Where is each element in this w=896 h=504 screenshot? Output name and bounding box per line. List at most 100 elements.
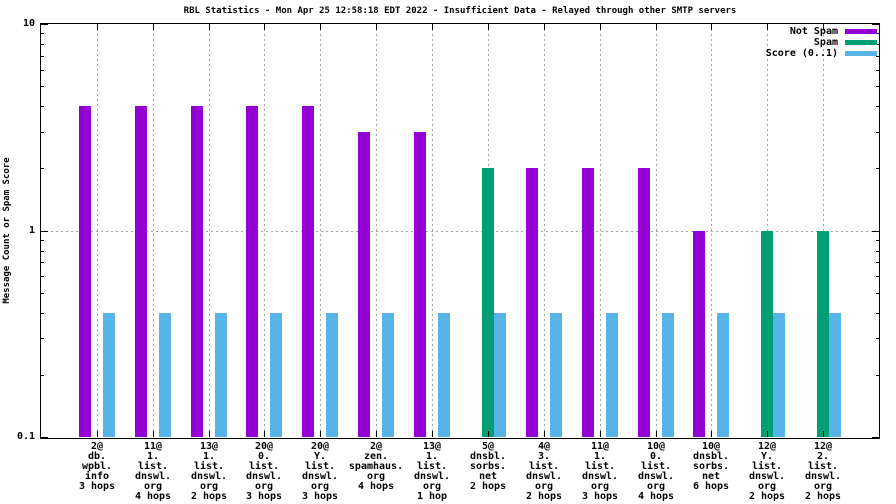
y-tick	[876, 86, 879, 87]
bar-spam	[817, 231, 829, 437]
y-tick	[41, 44, 44, 45]
bar-score-0-1	[326, 313, 338, 437]
y-tick	[872, 231, 879, 232]
bar-not-spam	[582, 168, 594, 437]
y-tick	[41, 56, 44, 57]
bar-not-spam	[526, 168, 538, 437]
legend-label: Score (0..1)	[765, 48, 838, 59]
y-tick	[41, 168, 44, 169]
x-tick	[432, 431, 433, 437]
category-label: 10@ dnsbl. sorbs. net 6 hops	[692, 441, 730, 492]
bar-score-0-1	[270, 313, 282, 437]
bar-not-spam	[414, 132, 426, 437]
y-tick	[876, 276, 879, 277]
chart-title: RBL Statistics - Mon Apr 25 12:58:18 EDT…	[183, 6, 737, 16]
h-gridline	[41, 231, 879, 232]
v-gridline	[209, 24, 210, 437]
x-tick	[711, 24, 712, 30]
y-tick	[41, 313, 44, 314]
y-tick	[41, 33, 44, 34]
x-tick	[767, 24, 768, 30]
v-gridline	[153, 24, 154, 437]
v-gridline	[711, 24, 712, 437]
y-tick	[876, 70, 879, 71]
x-tick	[711, 431, 712, 437]
x-tick	[376, 431, 377, 437]
y-tick	[41, 106, 44, 107]
y-tick	[872, 437, 879, 438]
x-tick	[823, 24, 824, 30]
y-tick	[876, 338, 879, 339]
y-tick	[876, 106, 879, 107]
y-tick	[876, 262, 879, 263]
bar-score-0-1	[438, 313, 450, 437]
v-gridline	[600, 24, 601, 437]
bar-score-0-1	[662, 313, 674, 437]
category-label: 12@ Y. list. dnswl. org 2 hops	[748, 441, 786, 502]
x-tick	[153, 431, 154, 437]
bar-not-spam	[135, 106, 147, 437]
x-tick	[600, 24, 601, 30]
x-tick	[767, 431, 768, 437]
x-tick	[264, 431, 265, 437]
bar-score-0-1	[773, 313, 785, 437]
category-label: 5@ dnsbl. sorbs. net 2 hops	[469, 441, 507, 492]
legend-label: Spam	[813, 37, 838, 48]
bar-not-spam	[191, 106, 203, 437]
category-label: 2@ zen. spamhaus. org 4 hops	[348, 441, 404, 492]
x-tick	[320, 24, 321, 30]
y-tick	[876, 56, 879, 57]
y-tick	[876, 375, 879, 376]
x-tick	[97, 24, 98, 30]
y-tick	[876, 132, 879, 133]
y-tick	[41, 375, 44, 376]
v-gridline	[544, 24, 545, 437]
y-tick	[41, 240, 44, 241]
y-tick-label: 0.1	[16, 431, 35, 442]
y-tick	[876, 33, 879, 34]
category-label: 13@ 1. list. dnswl. org 2 hops	[190, 441, 228, 502]
y-tick	[872, 24, 879, 25]
y-tick	[41, 276, 44, 277]
v-gridline	[432, 24, 433, 437]
v-gridline	[823, 24, 824, 437]
x-tick	[432, 24, 433, 30]
category-label: 4@ 3. list. dnswl. org 2 hops	[525, 441, 563, 502]
y-tick	[876, 168, 879, 169]
bar-score-0-1	[494, 313, 506, 437]
y-tick	[876, 293, 879, 294]
y-tick	[876, 240, 879, 241]
category-label: 10@ 0. list. dnswl. org 4 hops	[637, 441, 675, 502]
category-label: 12@ 2. list. dnswl. org 2 hops	[804, 441, 842, 502]
bar-spam	[482, 168, 494, 437]
y-tick	[41, 338, 44, 339]
category-label: 11@ 1. list. dnswl. org 3 hops	[581, 441, 619, 502]
x-tick	[376, 24, 377, 30]
category-label: 2@ db. wpbl. info 3 hops	[78, 441, 116, 492]
v-gridline	[376, 24, 377, 437]
v-gridline	[656, 24, 657, 437]
x-tick	[544, 24, 545, 30]
v-gridline	[264, 24, 265, 437]
bar-not-spam	[246, 106, 258, 437]
x-tick	[488, 24, 489, 30]
x-tick	[656, 24, 657, 30]
y-tick	[41, 262, 44, 263]
bar-spam	[761, 231, 773, 437]
y-tick	[41, 437, 48, 438]
x-tick	[209, 24, 210, 30]
bar-not-spam	[79, 106, 91, 437]
x-tick	[97, 431, 98, 437]
y-tick	[41, 24, 48, 25]
y-tick	[41, 251, 44, 252]
category-label: 20@ 0. list. dnswl. org 3 hops	[245, 441, 283, 502]
bar-score-0-1	[215, 313, 227, 437]
bar-score-0-1	[159, 313, 171, 437]
y-tick	[876, 313, 879, 314]
legend-swatch-spam	[845, 40, 877, 45]
x-tick	[320, 431, 321, 437]
legend-swatch-not-spam	[845, 29, 877, 34]
legend-label: Not Spam	[789, 26, 838, 37]
x-tick	[823, 431, 824, 437]
